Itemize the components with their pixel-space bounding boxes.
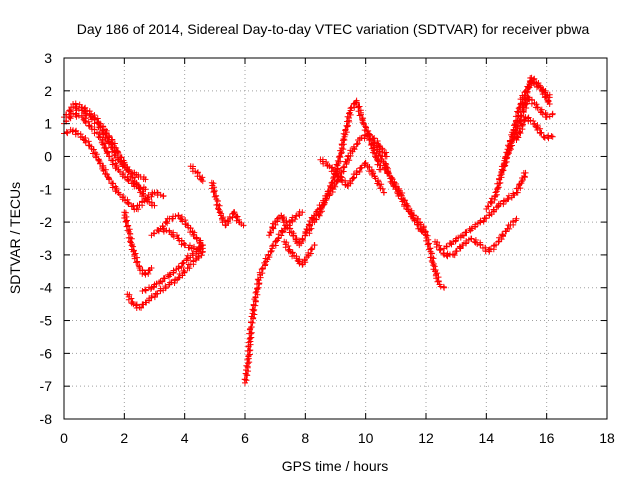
chart-title: Day 186 of 2014, Sidereal Day-to-day VTE… (77, 21, 590, 37)
point-trace (319, 156, 388, 196)
point-trace (189, 163, 206, 183)
point-trace (72, 100, 156, 209)
series-arc-9 (157, 212, 206, 249)
series-arc-17 (317, 156, 388, 196)
y-tick-label: -4 (40, 280, 53, 296)
x-tick-label: 6 (241, 430, 249, 446)
point-trace (125, 249, 206, 311)
data-point (79, 133, 86, 140)
x-tick-label: 4 (181, 430, 189, 446)
series-arc-26 (519, 74, 553, 111)
series-arc-24 (498, 94, 556, 176)
series-arc-11 (208, 179, 247, 229)
point-trace (514, 114, 555, 142)
series-arc-4 (70, 100, 158, 209)
y-tick-label: 2 (44, 83, 52, 99)
y-tick-label: -1 (40, 181, 53, 197)
point-trace (498, 96, 556, 174)
x-tick-label: 0 (60, 430, 68, 446)
y-tick-label: 3 (44, 50, 52, 66)
point-trace (381, 160, 429, 235)
point-trace (433, 217, 519, 260)
x-tick-label: 14 (479, 430, 495, 446)
series-arc-25 (513, 114, 556, 144)
series-arc-2 (61, 110, 149, 193)
point-trace (423, 232, 447, 290)
y-tick-label: -2 (40, 214, 53, 230)
x-tick-label: 16 (539, 430, 555, 446)
x-tick-label: 10 (358, 430, 374, 446)
series-arc-3 (61, 126, 167, 213)
data-point (531, 120, 538, 127)
x-tick-label: 8 (301, 430, 309, 446)
series-arc-8 (148, 225, 206, 253)
point-trace (443, 170, 528, 250)
y-tick-label: -6 (40, 345, 53, 361)
x-tick-label: 12 (418, 430, 434, 446)
series-arc-21 (432, 215, 520, 260)
series-arc-20 (423, 232, 448, 291)
point-trace (121, 209, 153, 277)
y-tick-label: -8 (40, 411, 53, 427)
y-tick-label: 1 (44, 116, 52, 132)
series-arc-10 (187, 163, 206, 185)
point-trace (159, 212, 205, 248)
point-trace (63, 126, 167, 213)
point-trace (282, 239, 318, 268)
point-trace (208, 180, 245, 228)
x-tick-label: 2 (120, 430, 128, 446)
series-arc-16 (302, 130, 390, 235)
plot-frame (63, 57, 608, 420)
y-tick-label: -5 (40, 313, 53, 329)
x-axis-label: GPS time / hours (282, 458, 389, 474)
series-arc-14 (281, 238, 318, 268)
y-tick-label: 0 (44, 148, 52, 164)
y-axis-label: SDTVAR / TECUs (7, 182, 23, 294)
y-tick-label: -7 (40, 378, 53, 394)
series-arc-19 (380, 160, 429, 235)
series-arc-22 (441, 169, 529, 252)
point-trace (150, 225, 204, 253)
point-trace (519, 74, 552, 108)
y-tick-label: -3 (40, 247, 53, 263)
series-arc-5 (121, 209, 155, 278)
data-points (61, 74, 556, 386)
x-tick-label: 18 (599, 430, 615, 446)
series-arc-6 (124, 248, 206, 311)
